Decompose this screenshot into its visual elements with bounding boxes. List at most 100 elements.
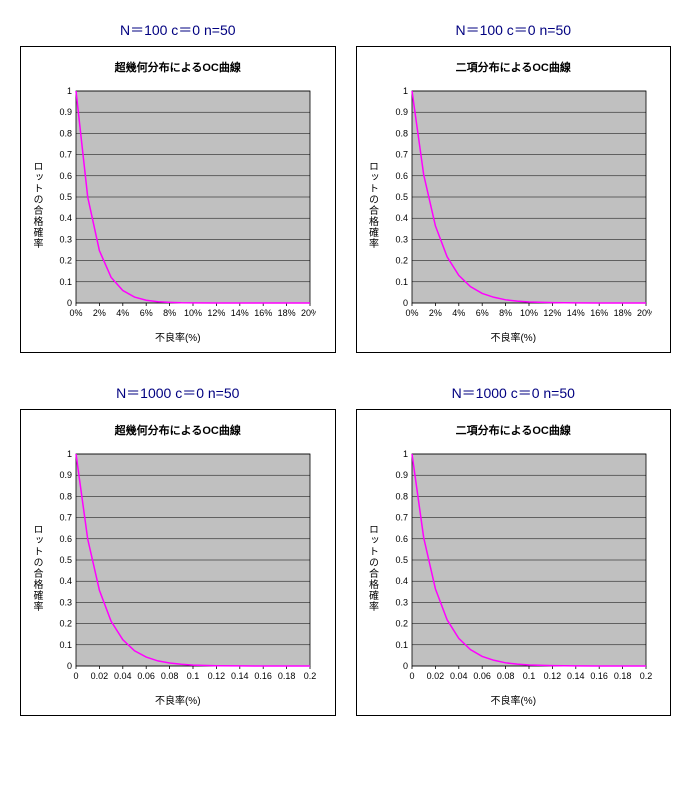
svg-text:1: 1: [402, 86, 407, 96]
svg-text:2%: 2%: [93, 308, 106, 318]
chart-svg-2: 00.10.20.30.40.50.60.70.80.9100.020.040.…: [46, 448, 316, 688]
svg-text:0: 0: [402, 661, 407, 671]
svg-text:0: 0: [402, 298, 407, 308]
svg-text:1: 1: [67, 86, 72, 96]
svg-text:2%: 2%: [428, 308, 441, 318]
svg-text:0.02: 0.02: [91, 671, 109, 681]
y-axis-label: ロットの合格確率: [29, 524, 44, 612]
chart-panel-0: N＝100 c＝0 n=50 超幾何分布によるOC曲線 ロットの合格確率 0 0.…: [20, 20, 336, 353]
inner-title: 二項分布によるOC曲線: [365, 422, 663, 438]
svg-text:1: 1: [402, 449, 407, 459]
svg-text:0.5: 0.5: [395, 555, 408, 565]
svg-text:6%: 6%: [140, 308, 153, 318]
svg-text:12%: 12%: [543, 308, 561, 318]
svg-text:0.2: 0.2: [59, 619, 72, 629]
outer-title: N＝100 c＝0 n=50: [455, 20, 571, 40]
chart-grid: N＝100 c＝0 n=50 超幾何分布によるOC曲線 ロットの合格確率 0 0.…: [20, 20, 671, 716]
svg-text:0.1: 0.1: [59, 640, 72, 650]
svg-text:0.3: 0.3: [59, 234, 72, 244]
svg-text:0.5: 0.5: [59, 192, 72, 202]
svg-text:0.8: 0.8: [395, 128, 408, 138]
svg-text:0.1: 0.1: [522, 671, 535, 681]
svg-text:0.3: 0.3: [395, 234, 408, 244]
svg-text:0.16: 0.16: [254, 671, 272, 681]
svg-text:14%: 14%: [566, 308, 584, 318]
svg-text:0: 0: [409, 671, 414, 681]
svg-text:0.7: 0.7: [395, 513, 408, 523]
svg-text:0.06: 0.06: [473, 671, 491, 681]
svg-text:0: 0: [73, 671, 78, 681]
svg-text:0.02: 0.02: [426, 671, 444, 681]
svg-text:8%: 8%: [499, 308, 512, 318]
svg-text:0.6: 0.6: [59, 171, 72, 181]
svg-text:8%: 8%: [163, 308, 176, 318]
chart-svg-1: 00.10.20.30.40.50.60.70.80.910%2%4%6%8%1…: [382, 85, 652, 325]
svg-text:18%: 18%: [278, 308, 296, 318]
inner-title: 超幾何分布によるOC曲線: [29, 59, 327, 75]
svg-text:0: 0: [67, 661, 72, 671]
svg-text:0.06: 0.06: [137, 671, 155, 681]
svg-text:0.14: 0.14: [567, 671, 585, 681]
svg-text:0.2: 0.2: [395, 256, 408, 266]
chart-panel-2: N＝1000 c＝0 n=50 超幾何分布によるOC曲線 ロットの合格確率 00…: [20, 383, 336, 716]
svg-text:0.3: 0.3: [395, 597, 408, 607]
x-axis-label: 不良率(%): [365, 329, 663, 344]
svg-text:6%: 6%: [475, 308, 488, 318]
svg-text:16%: 16%: [254, 308, 272, 318]
outer-title: N＝100 c＝0 n=50: [120, 20, 236, 40]
svg-text:0.18: 0.18: [278, 671, 296, 681]
svg-text:0.6: 0.6: [59, 534, 72, 544]
svg-text:0.4: 0.4: [59, 576, 72, 586]
svg-text:12%: 12%: [207, 308, 225, 318]
svg-text:0.4: 0.4: [59, 213, 72, 223]
svg-text:4%: 4%: [116, 308, 129, 318]
svg-text:0.7: 0.7: [395, 150, 408, 160]
svg-text:0.6: 0.6: [395, 534, 408, 544]
svg-text:0.4: 0.4: [395, 576, 408, 586]
svg-text:0.9: 0.9: [59, 107, 72, 117]
chart-svg-3: 00.10.20.30.40.50.60.70.80.9100.020.040.…: [382, 448, 652, 688]
svg-text:1: 1: [67, 449, 72, 459]
svg-text:0.1: 0.1: [59, 277, 72, 287]
svg-text:0.12: 0.12: [543, 671, 561, 681]
inner-title: 二項分布によるOC曲線: [365, 59, 663, 75]
svg-text:0.7: 0.7: [59, 513, 72, 523]
svg-text:0.1: 0.1: [395, 640, 408, 650]
svg-text:0.3: 0.3: [59, 597, 72, 607]
svg-text:0.16: 0.16: [590, 671, 608, 681]
svg-text:10%: 10%: [519, 308, 537, 318]
chart-frame: 超幾何分布によるOC曲線 ロットの合格確率 0 0.1 0.2 0.3 0.4 0.5 0.…: [20, 46, 336, 353]
chart-panel-1: N＝100 c＝0 n=50 二項分布によるOC曲線 ロットの合格確率 00.1…: [356, 20, 672, 353]
svg-text:0.2: 0.2: [395, 619, 408, 629]
chart-frame: 二項分布によるOC曲線 ロットの合格確率 00.10.20.30.40.50.6…: [356, 46, 672, 353]
outer-title: N＝1000 c＝0 n=50: [116, 383, 239, 403]
x-axis-label: 不良率(%): [29, 329, 327, 344]
chart-frame: 二項分布によるOC曲線 ロットの合格確率 00.10.20.30.40.50.6…: [356, 409, 672, 716]
svg-text:0.04: 0.04: [114, 671, 132, 681]
svg-text:0.2: 0.2: [59, 256, 72, 266]
inner-title: 超幾何分布によるOC曲線: [29, 422, 327, 438]
svg-text:0.5: 0.5: [395, 192, 408, 202]
y-axis-label: ロットの合格確率: [365, 161, 380, 249]
svg-text:0.14: 0.14: [231, 671, 249, 681]
x-axis-label: 不良率(%): [365, 692, 663, 707]
svg-text:0.2: 0.2: [304, 671, 316, 681]
svg-text:0.12: 0.12: [208, 671, 226, 681]
chart-svg-0: 00.10.20.30.40.50.60.70.80.910%2%4%6%8%1…: [46, 85, 316, 325]
svg-text:0%: 0%: [405, 308, 418, 318]
svg-text:0.08: 0.08: [161, 671, 179, 681]
y-axis-label: ロットの合格確率: [29, 161, 44, 249]
svg-text:0.5: 0.5: [59, 555, 72, 565]
svg-text:0.18: 0.18: [613, 671, 631, 681]
svg-text:0%: 0%: [69, 308, 82, 318]
svg-text:20%: 20%: [301, 308, 316, 318]
svg-text:16%: 16%: [590, 308, 608, 318]
x-axis-label: 不良率(%): [29, 692, 327, 707]
svg-text:18%: 18%: [613, 308, 631, 318]
svg-text:0.9: 0.9: [59, 470, 72, 480]
chart-frame: 超幾何分布によるOC曲線 ロットの合格確率 0 0.1 0.2 0.3 0.4 0.5 0.…: [20, 409, 336, 716]
svg-text:0.04: 0.04: [450, 671, 468, 681]
svg-text:0: 0: [67, 298, 72, 308]
outer-title: N＝1000 c＝0 n=50: [452, 383, 575, 403]
svg-text:0.6: 0.6: [395, 171, 408, 181]
